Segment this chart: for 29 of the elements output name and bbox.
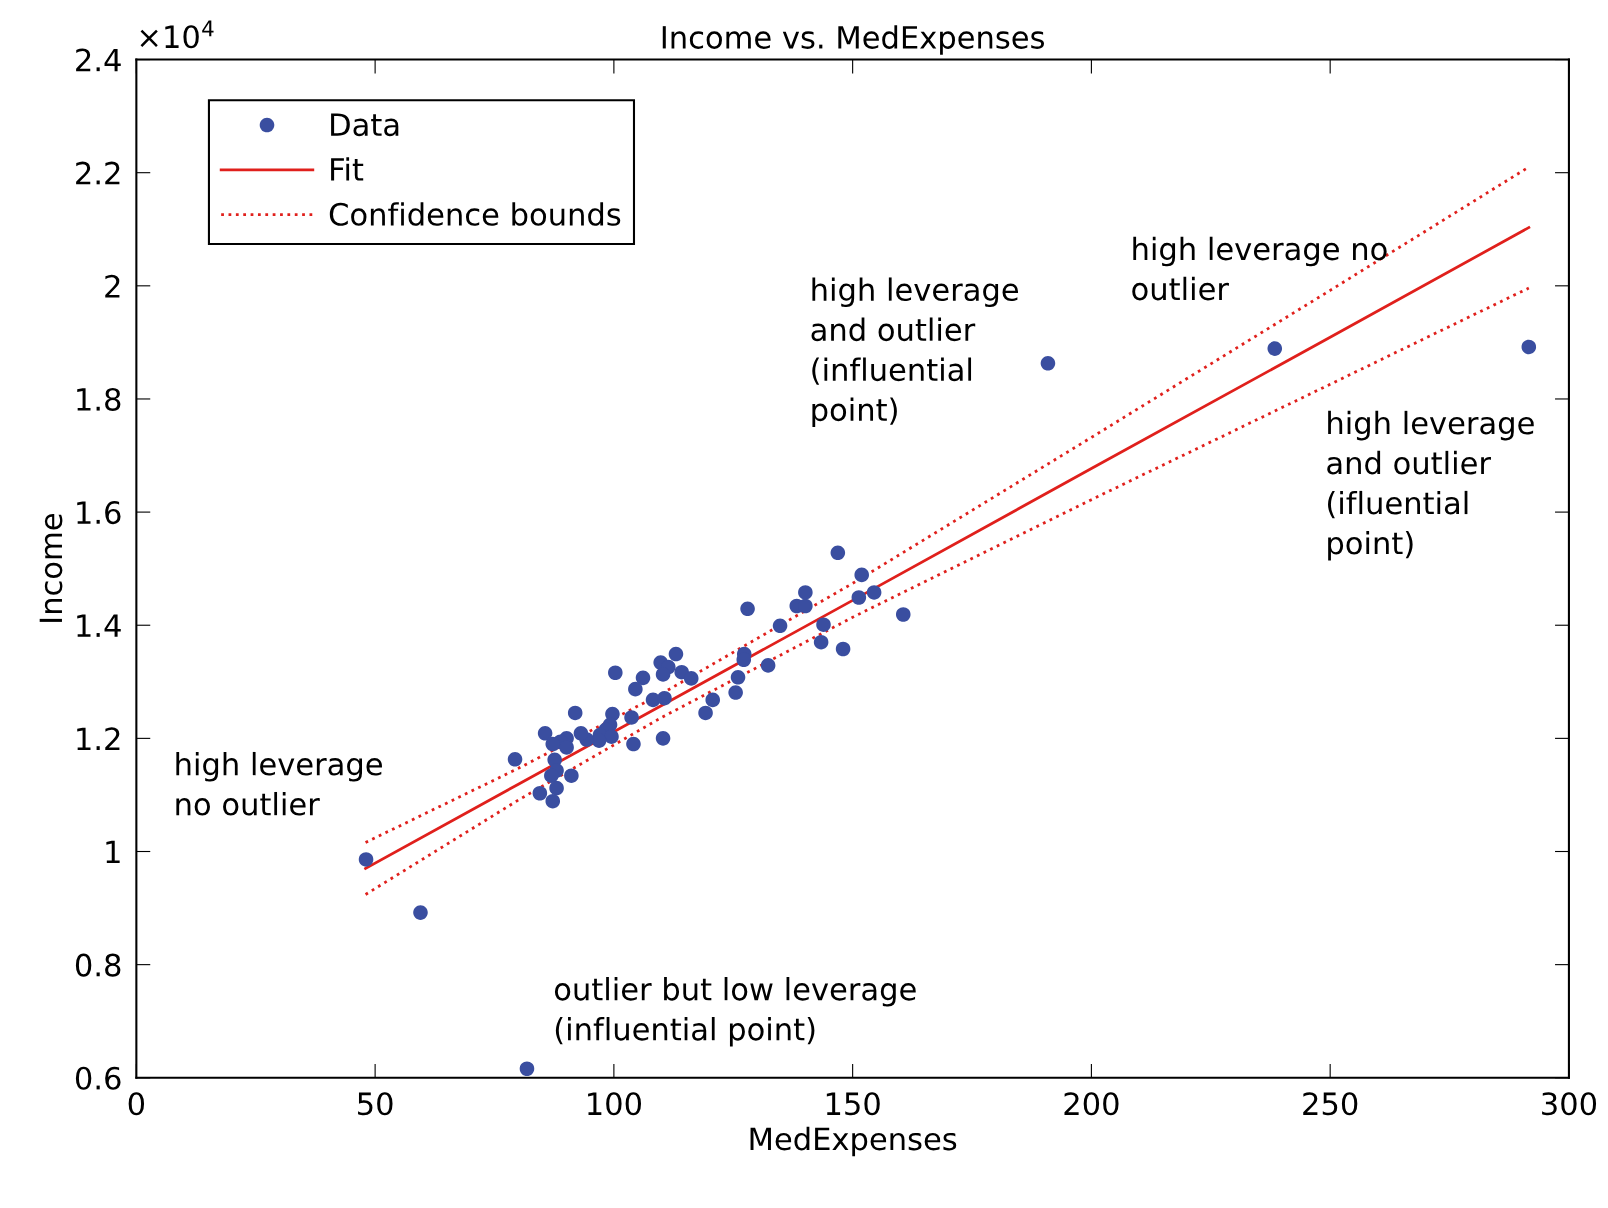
y-tick-label: 1.8 bbox=[77, 387, 121, 412]
x-tick-label: 300 bbox=[1542, 1092, 1597, 1116]
x-tick-label: 150 bbox=[826, 1092, 880, 1116]
legend-label: Confidence bounds bbox=[329, 202, 621, 226]
chart-title: Income vs. MedExpenses bbox=[662, 25, 1044, 55]
annotation: high leverage no outlier bbox=[176, 751, 382, 816]
y-tick-label: 0.8 bbox=[75, 953, 121, 977]
annotation: high leverage and outlier (ifluential point) bbox=[1327, 410, 1534, 561]
x-tick-label: 100 bbox=[588, 1092, 642, 1116]
annotation: high leverage no outlier bbox=[1132, 236, 1387, 301]
y-tick-label: 2.2 bbox=[76, 161, 120, 185]
legend-label: Data bbox=[331, 113, 399, 137]
text: ×10$^{4}$ bbox=[140, 20, 214, 49]
y-tick-label: 1.4 bbox=[77, 614, 121, 637]
x-tick-label: 250 bbox=[1303, 1092, 1358, 1116]
y-tick-label: 1 bbox=[106, 840, 120, 864]
x-tick-label: 0 bbox=[128, 1092, 145, 1116]
y-tick-label: 1.2 bbox=[77, 727, 120, 750]
legend-label: Fit bbox=[331, 157, 364, 181]
y-tick-label: 1.6 bbox=[77, 501, 121, 525]
annotation: outlier but low leverage (influential point) bbox=[554, 976, 916, 1047]
x-axis-title: MedExpenses bbox=[750, 1126, 957, 1157]
y-tick-label: 2 bbox=[105, 274, 120, 298]
x-tick-label: 200 bbox=[1064, 1092, 1119, 1116]
y-tick-label: 2.4 bbox=[76, 48, 121, 72]
x-tick-label: 50 bbox=[358, 1092, 393, 1116]
y-tick-label: 0.6 bbox=[75, 1066, 121, 1090]
annotation: high leverage and outlier (influential point) bbox=[811, 277, 1019, 428]
y-axis-title: Income bbox=[39, 514, 63, 622]
